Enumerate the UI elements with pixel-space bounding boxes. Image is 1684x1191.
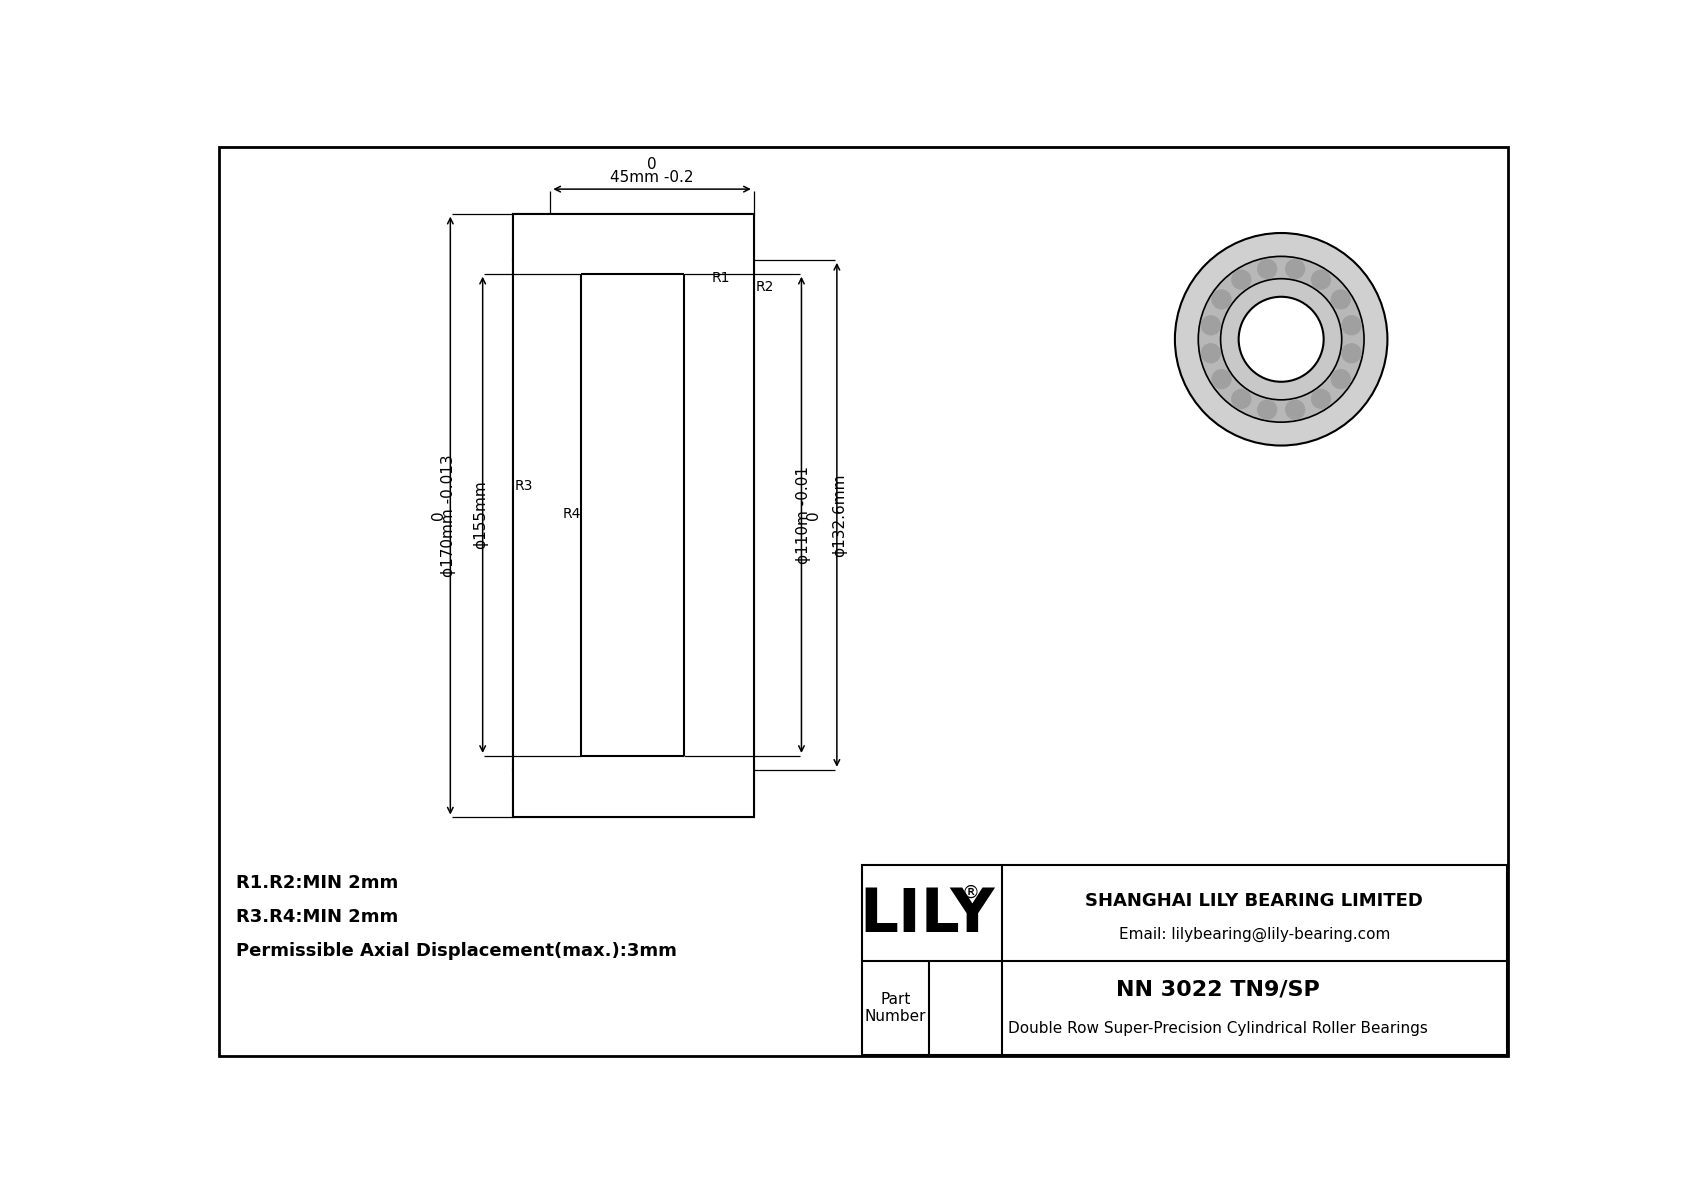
Bar — [706, 274, 731, 306]
Circle shape — [1231, 389, 1251, 409]
Text: Email: lilybearing@lily-bearing.com: Email: lilybearing@lily-bearing.com — [1118, 927, 1389, 942]
Circle shape — [1175, 233, 1388, 445]
Bar — [706, 549, 733, 769]
Bar — [536, 274, 559, 306]
Circle shape — [1342, 344, 1361, 363]
Text: Permissible Axial Displacement(max.):3mm: Permissible Axial Displacement(max.):3mm — [236, 942, 677, 960]
Circle shape — [1199, 256, 1364, 422]
Circle shape — [1342, 316, 1361, 335]
Text: R3.R4:MIN 2mm: R3.R4:MIN 2mm — [236, 909, 399, 927]
Bar — [536, 260, 561, 499]
Text: ϕ170mm -0.013: ϕ170mm -0.013 — [441, 454, 455, 576]
Circle shape — [1285, 260, 1305, 279]
Text: LILY: LILY — [859, 886, 995, 946]
Circle shape — [1201, 344, 1221, 363]
Bar — [561, 730, 581, 756]
Text: R4: R4 — [562, 507, 581, 522]
Bar — [623, 275, 643, 295]
Circle shape — [1285, 400, 1305, 419]
Text: 45mm -0.2: 45mm -0.2 — [610, 169, 694, 185]
Text: NN 3022 TN9/SP: NN 3022 TN9/SP — [1116, 979, 1320, 999]
Circle shape — [1332, 289, 1351, 308]
Circle shape — [1239, 297, 1324, 382]
Text: R1.R2:MIN 2mm: R1.R2:MIN 2mm — [236, 874, 399, 892]
Text: R2: R2 — [756, 280, 775, 294]
Bar — [514, 213, 754, 260]
Text: Part
Number: Part Number — [864, 992, 926, 1024]
Bar — [706, 260, 733, 499]
Bar — [706, 730, 731, 756]
Text: ®: ® — [962, 884, 978, 902]
Circle shape — [1258, 260, 1276, 279]
Text: ϕ110m -0.01: ϕ110m -0.01 — [797, 466, 812, 563]
Text: R1: R1 — [712, 270, 731, 285]
Circle shape — [1221, 279, 1342, 400]
Bar — [706, 499, 733, 549]
Bar — [561, 306, 581, 730]
Bar — [514, 769, 754, 817]
Bar — [862, 865, 1507, 1055]
Circle shape — [1332, 369, 1351, 388]
Bar — [581, 274, 684, 756]
Circle shape — [1312, 270, 1330, 289]
Bar — [561, 274, 581, 306]
Bar — [514, 260, 536, 769]
Bar — [684, 274, 706, 306]
Text: 0: 0 — [647, 157, 657, 173]
Bar — [536, 549, 561, 769]
Text: 0: 0 — [431, 511, 446, 520]
Circle shape — [1312, 389, 1330, 409]
Text: Double Row Super-Precision Cylindrical Roller Bearings: Double Row Super-Precision Cylindrical R… — [1009, 1022, 1428, 1036]
Text: R3: R3 — [514, 479, 532, 493]
Bar — [623, 731, 643, 752]
Bar — [684, 306, 706, 730]
Circle shape — [1212, 289, 1231, 308]
Bar — [514, 213, 754, 817]
Circle shape — [1201, 316, 1221, 335]
Text: SHANGHAI LILY BEARING LIMITED: SHANGHAI LILY BEARING LIMITED — [1084, 892, 1423, 910]
Text: ϕ155mm: ϕ155mm — [473, 480, 488, 549]
Bar — [536, 730, 559, 756]
Bar — [536, 499, 561, 549]
Circle shape — [1258, 400, 1276, 419]
Circle shape — [1231, 270, 1251, 289]
Bar — [684, 730, 706, 756]
Circle shape — [1212, 369, 1231, 388]
Text: 0: 0 — [807, 510, 822, 519]
Bar — [733, 260, 754, 769]
Text: ϕ132.6mm: ϕ132.6mm — [832, 473, 847, 556]
